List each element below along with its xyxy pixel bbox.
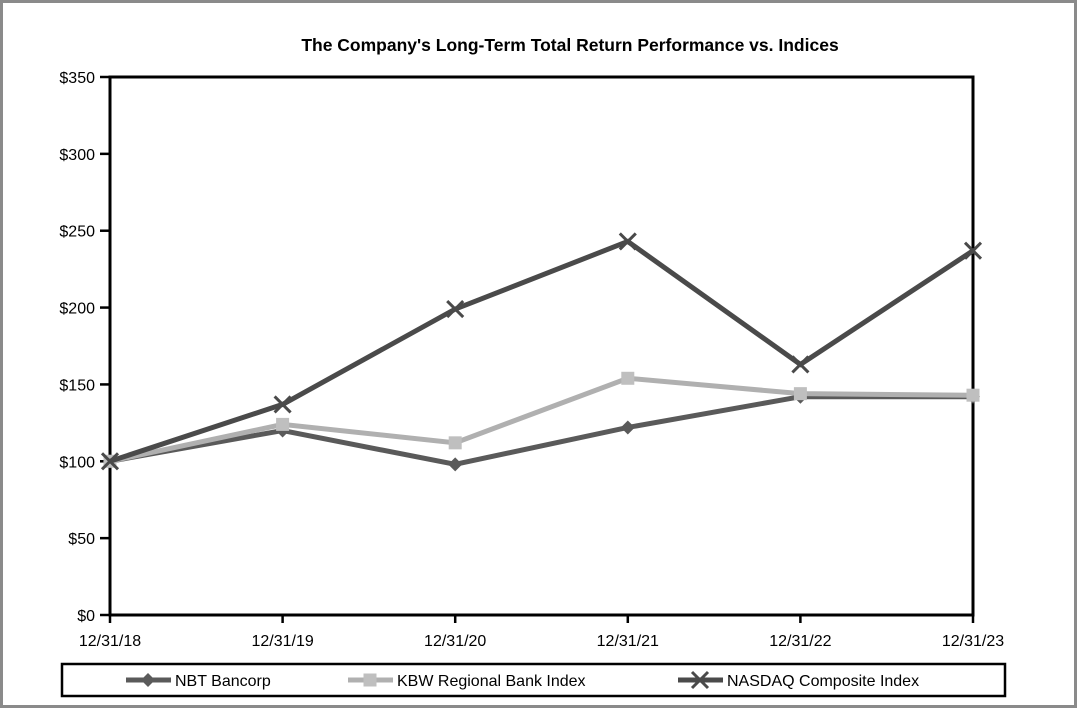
square-marker-icon xyxy=(966,388,980,402)
series-line-nbt-bancorp xyxy=(109,394,973,467)
y-axis-tick-label: $0 xyxy=(77,608,95,625)
plot-area: $0 $50 $100 $150 $200 $250 $300 $350 12/31/18 12/… xyxy=(59,70,1004,650)
y-axis-tick-label: $150 xyxy=(59,377,95,394)
x-axis-tick-label: 12/31/20 xyxy=(424,633,486,650)
chart-title: The Company's Long-Term Total Return Per… xyxy=(301,35,839,55)
legend-item-nbt-bancorp: NBT Bancorp xyxy=(126,673,271,690)
square-marker-icon xyxy=(621,371,635,385)
legend-item-kbw-regional-bank-index: KBW Regional Bank Index xyxy=(348,673,586,690)
y-axis-tick-label: $50 xyxy=(68,531,95,548)
x-marker-icon xyxy=(100,452,120,471)
series-line-nasdaq-composite-index xyxy=(109,238,975,464)
x-marker-icon xyxy=(791,355,810,374)
y-axis-tick-label: $350 xyxy=(59,70,95,87)
diamond-marker-icon xyxy=(141,673,155,687)
x-axis-tick-label: 12/31/21 xyxy=(597,633,659,650)
x-axis-tick-label: 12/31/18 xyxy=(79,633,141,650)
square-marker-icon xyxy=(363,673,377,687)
x-axis-tick-label: 12/31/19 xyxy=(251,633,313,650)
square-marker-icon xyxy=(793,387,807,401)
x-marker-icon xyxy=(446,300,465,319)
square-marker-icon xyxy=(276,417,290,431)
legend-item-nasdaq-composite-index: NASDAQ Composite Index xyxy=(678,670,919,690)
plot-frame xyxy=(108,75,975,617)
legend-label: NASDAQ Composite Index xyxy=(727,673,919,690)
y-axis-tick-label: $100 xyxy=(59,454,95,471)
x-marker-icon xyxy=(963,241,983,260)
x-marker-icon xyxy=(690,670,710,690)
y-axis-tick-label: $300 xyxy=(59,147,95,164)
square-marker-icon xyxy=(448,436,462,450)
total-return-line-chart: The Company's Long-Term Total Return Per… xyxy=(59,35,1007,698)
legend-label: KBW Regional Bank Index xyxy=(397,673,586,690)
x-axis-tick-label: 12/31/23 xyxy=(942,633,1004,650)
series-nasdaq-composite-index xyxy=(100,232,983,471)
x-axis-tick-label: 12/31/22 xyxy=(769,633,831,650)
y-axis-tick-label: $200 xyxy=(59,301,95,318)
legend: NBT Bancorp KBW Regional Bank Index NASDAQ… xyxy=(60,662,1007,698)
legend-box xyxy=(60,662,1007,698)
series-line-kbw-regional-bank-index xyxy=(109,375,974,464)
x-marker-icon xyxy=(618,232,637,251)
diamond-marker-icon xyxy=(448,457,463,472)
y-axis-tick-label: $250 xyxy=(59,224,95,241)
legend-label: NBT Bancorp xyxy=(175,673,271,690)
diamond-marker-icon xyxy=(620,420,635,435)
x-marker-icon xyxy=(273,395,292,414)
